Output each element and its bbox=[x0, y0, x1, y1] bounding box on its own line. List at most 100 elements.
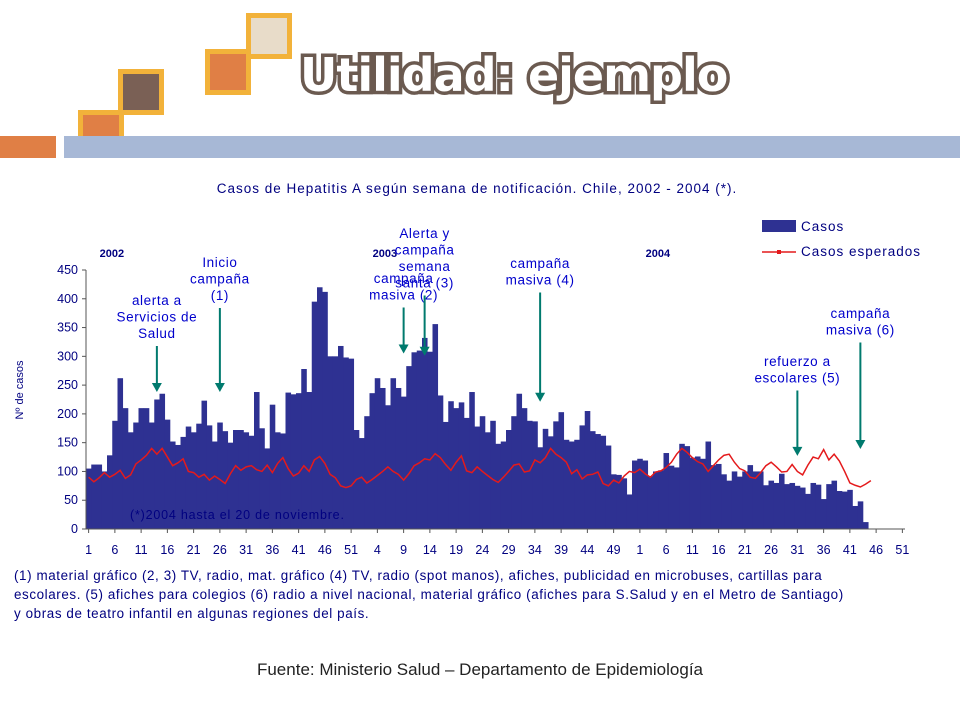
bar bbox=[852, 505, 859, 529]
annotation-arrowhead bbox=[398, 344, 409, 354]
annotation-text: campaña masiva (4) bbox=[506, 256, 575, 288]
bar bbox=[716, 463, 722, 529]
annotation-line: Salud bbox=[138, 326, 176, 341]
bar bbox=[742, 471, 748, 529]
legend-label-casos: Casos bbox=[801, 219, 844, 234]
y-tick-label: 100 bbox=[57, 464, 78, 478]
y-tick-label: 450 bbox=[57, 263, 78, 277]
x-tick-label: 11 bbox=[135, 543, 148, 557]
bar bbox=[784, 484, 790, 529]
bar bbox=[364, 416, 370, 529]
x-tick-label: 51 bbox=[895, 543, 909, 557]
bar bbox=[133, 422, 139, 529]
bar bbox=[453, 408, 460, 529]
annotation-arrowhead bbox=[214, 383, 225, 393]
bar bbox=[663, 453, 670, 529]
bar bbox=[212, 441, 218, 529]
bar bbox=[653, 471, 659, 529]
bar bbox=[689, 457, 696, 529]
annotation-arrowhead bbox=[535, 392, 546, 402]
x-tick-label: 46 bbox=[869, 543, 883, 557]
bar bbox=[149, 422, 155, 529]
bar bbox=[495, 443, 502, 529]
bar bbox=[815, 484, 822, 529]
annotation-line: (1) bbox=[211, 288, 229, 303]
bar bbox=[763, 485, 769, 529]
bar bbox=[154, 399, 160, 529]
bar bbox=[721, 474, 727, 529]
bar bbox=[448, 401, 454, 529]
x-tick-label: 24 bbox=[475, 543, 489, 557]
bar bbox=[191, 432, 197, 529]
bar bbox=[569, 441, 575, 529]
bar bbox=[679, 443, 685, 529]
y-tick-label: 200 bbox=[57, 407, 78, 421]
bar bbox=[548, 436, 554, 529]
bar bbox=[710, 465, 717, 529]
bar bbox=[768, 480, 775, 529]
y-tick-label: 350 bbox=[57, 321, 78, 335]
x-tick-label: 4 bbox=[374, 543, 381, 557]
annotation-line: refuerzo a bbox=[764, 354, 831, 369]
bar bbox=[521, 408, 528, 529]
bar bbox=[637, 458, 643, 529]
annotation-text: campaña masiva (2) bbox=[369, 271, 438, 303]
bar bbox=[259, 428, 265, 529]
bar bbox=[584, 411, 591, 529]
bar bbox=[458, 402, 465, 529]
bar bbox=[406, 366, 412, 529]
bar bbox=[479, 416, 486, 529]
bar bbox=[280, 433, 286, 529]
bar bbox=[590, 431, 596, 529]
y-tick-label: 0 bbox=[71, 522, 78, 536]
bar bbox=[506, 430, 512, 529]
bar bbox=[122, 408, 129, 529]
bar bbox=[642, 460, 649, 529]
bar bbox=[401, 396, 407, 529]
annotation-text: alerta a Servicios de Salud bbox=[117, 293, 198, 341]
bar bbox=[558, 412, 565, 529]
bar bbox=[684, 446, 691, 529]
bar bbox=[800, 487, 806, 529]
bar bbox=[254, 392, 260, 529]
annotation-text: Inicio campaña (1) bbox=[190, 255, 250, 303]
bar bbox=[269, 404, 276, 529]
bar bbox=[96, 464, 103, 529]
y-tick-label: 50 bbox=[64, 493, 78, 507]
bar bbox=[306, 392, 313, 529]
annotation-line: semana bbox=[399, 259, 451, 274]
bar bbox=[285, 392, 292, 529]
x-tick-label: 26 bbox=[764, 543, 778, 557]
annotation-arrowhead bbox=[855, 439, 866, 449]
x-tick-label: 1 bbox=[85, 543, 92, 557]
annotation-line: escolares (5) bbox=[754, 371, 840, 386]
x-tick-label: 46 bbox=[318, 543, 332, 557]
bar bbox=[275, 432, 281, 529]
bar bbox=[185, 426, 192, 529]
annotation-line: campaña bbox=[510, 256, 570, 271]
x-tick-label: 9 bbox=[400, 543, 407, 557]
bar bbox=[527, 420, 533, 529]
bar bbox=[826, 484, 832, 529]
slide-title: Utilidad: ejemplo bbox=[296, 45, 731, 106]
annotation-line: masiva (4) bbox=[506, 273, 575, 288]
bar bbox=[579, 425, 586, 529]
bar bbox=[348, 358, 355, 529]
bar bbox=[810, 482, 817, 529]
bar bbox=[616, 474, 622, 529]
bar bbox=[595, 434, 601, 529]
x-tick-label: 14 bbox=[423, 543, 437, 557]
bar bbox=[180, 436, 187, 529]
bar bbox=[264, 448, 271, 529]
year-label: 2004 bbox=[646, 248, 671, 260]
chart-note: (*)2004 hasta el 20 de noviembre. bbox=[130, 508, 345, 522]
caption-line: (1) material gráfico (2, 3) TV, radio, m… bbox=[14, 568, 823, 583]
bar bbox=[726, 480, 733, 529]
bar bbox=[107, 455, 113, 529]
annotation-line: Alerta y bbox=[399, 226, 450, 241]
bar bbox=[779, 473, 785, 529]
bar bbox=[296, 393, 302, 529]
bar bbox=[632, 460, 638, 529]
x-tick-label: 34 bbox=[528, 543, 542, 557]
bar bbox=[311, 301, 318, 529]
